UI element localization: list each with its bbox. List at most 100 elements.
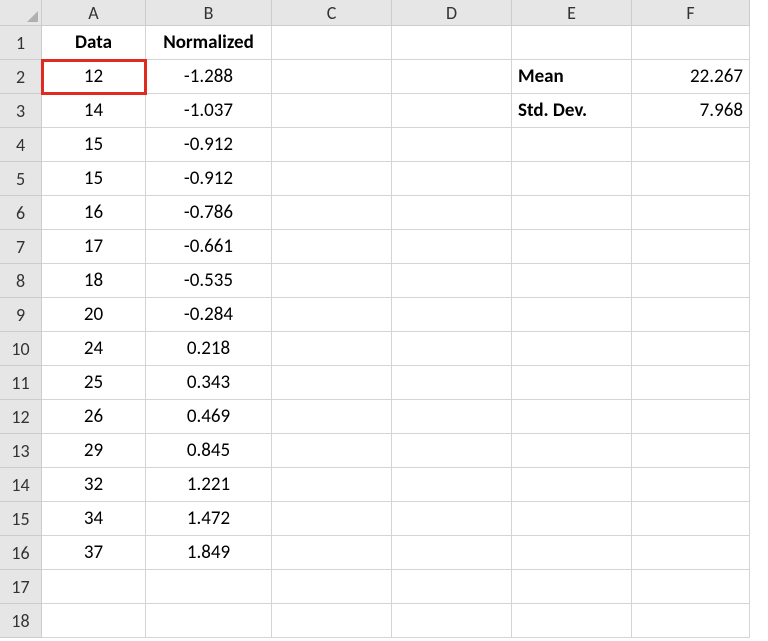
cell-C9[interactable] — [272, 298, 392, 332]
cell-B15[interactable]: 1.472 — [146, 502, 272, 536]
cell-D8[interactable] — [392, 264, 512, 298]
cell-C14[interactable] — [272, 468, 392, 502]
row-header-4[interactable]: 4 — [0, 128, 42, 162]
cell-E3[interactable]: Std. Dev. — [512, 94, 632, 128]
cell-D4[interactable] — [392, 128, 512, 162]
cell-E17[interactable] — [512, 570, 632, 604]
row-header-16[interactable]: 16 — [0, 536, 42, 570]
cell-B11[interactable]: 0.343 — [146, 366, 272, 400]
cell-F16[interactable] — [632, 536, 750, 570]
cell-C15[interactable] — [272, 502, 392, 536]
cell-D13[interactable] — [392, 434, 512, 468]
cell-A12[interactable]: 26 — [42, 400, 146, 434]
cell-B16[interactable]: 1.849 — [146, 536, 272, 570]
cell-D10[interactable] — [392, 332, 512, 366]
cell-F6[interactable] — [632, 196, 750, 230]
cell-F13[interactable] — [632, 434, 750, 468]
cell-D18[interactable] — [392, 604, 512, 638]
cell-C11[interactable] — [272, 366, 392, 400]
column-header-B[interactable]: B — [146, 0, 272, 26]
cell-E10[interactable] — [512, 332, 632, 366]
cell-F2[interactable]: 22.267 — [632, 60, 750, 94]
cell-C18[interactable] — [272, 604, 392, 638]
cell-F15[interactable] — [632, 502, 750, 536]
row-header-10[interactable]: 10 — [0, 332, 42, 366]
cell-E15[interactable] — [512, 502, 632, 536]
cell-B17[interactable] — [146, 570, 272, 604]
cell-A2[interactable]: 12 — [42, 60, 146, 94]
cell-A17[interactable] — [42, 570, 146, 604]
cell-E4[interactable] — [512, 128, 632, 162]
row-header-12[interactable]: 12 — [0, 400, 42, 434]
cell-A9[interactable]: 20 — [42, 298, 146, 332]
cell-B13[interactable]: 0.845 — [146, 434, 272, 468]
cell-F8[interactable] — [632, 264, 750, 298]
cell-A18[interactable] — [42, 604, 146, 638]
cell-D7[interactable] — [392, 230, 512, 264]
row-header-2[interactable]: 2 — [0, 60, 42, 94]
cell-C10[interactable] — [272, 332, 392, 366]
cell-A5[interactable]: 15 — [42, 162, 146, 196]
cell-D6[interactable] — [392, 196, 512, 230]
cell-D15[interactable] — [392, 502, 512, 536]
row-header-7[interactable]: 7 — [0, 230, 42, 264]
row-header-6[interactable]: 6 — [0, 196, 42, 230]
cell-E13[interactable] — [512, 434, 632, 468]
cell-A1[interactable]: Data — [42, 26, 146, 60]
cell-B9[interactable]: -0.284 — [146, 298, 272, 332]
cell-C13[interactable] — [272, 434, 392, 468]
cell-F4[interactable] — [632, 128, 750, 162]
cell-F12[interactable] — [632, 400, 750, 434]
cell-D12[interactable] — [392, 400, 512, 434]
cell-B10[interactable]: 0.218 — [146, 332, 272, 366]
row-header-15[interactable]: 15 — [0, 502, 42, 536]
cell-B2[interactable]: -1.288 — [146, 60, 272, 94]
cell-B8[interactable]: -0.535 — [146, 264, 272, 298]
cell-F3[interactable]: 7.968 — [632, 94, 750, 128]
cell-E12[interactable] — [512, 400, 632, 434]
cell-D16[interactable] — [392, 536, 512, 570]
cell-E1[interactable] — [512, 26, 632, 60]
spreadsheet-grid[interactable]: ABCDEF1DataNormalized212-1.288Mean22.267… — [0, 0, 750, 638]
cell-A4[interactable]: 15 — [42, 128, 146, 162]
cell-F9[interactable] — [632, 298, 750, 332]
cell-B3[interactable]: -1.037 — [146, 94, 272, 128]
cell-E11[interactable] — [512, 366, 632, 400]
cell-D3[interactable] — [392, 94, 512, 128]
cell-C12[interactable] — [272, 400, 392, 434]
column-header-A[interactable]: A — [42, 0, 146, 26]
cell-E5[interactable] — [512, 162, 632, 196]
row-header-3[interactable]: 3 — [0, 94, 42, 128]
cell-A11[interactable]: 25 — [42, 366, 146, 400]
cell-D5[interactable] — [392, 162, 512, 196]
cell-B14[interactable]: 1.221 — [146, 468, 272, 502]
cell-B18[interactable] — [146, 604, 272, 638]
cell-F5[interactable] — [632, 162, 750, 196]
cell-C8[interactable] — [272, 264, 392, 298]
row-header-13[interactable]: 13 — [0, 434, 42, 468]
cell-E8[interactable] — [512, 264, 632, 298]
cell-C7[interactable] — [272, 230, 392, 264]
cell-E2[interactable]: Mean — [512, 60, 632, 94]
cell-A16[interactable]: 37 — [42, 536, 146, 570]
cell-D14[interactable] — [392, 468, 512, 502]
cell-B12[interactable]: 0.469 — [146, 400, 272, 434]
cell-E9[interactable] — [512, 298, 632, 332]
cell-C1[interactable] — [272, 26, 392, 60]
cell-E14[interactable] — [512, 468, 632, 502]
cell-A7[interactable]: 17 — [42, 230, 146, 264]
column-header-C[interactable]: C — [272, 0, 392, 26]
cell-A10[interactable]: 24 — [42, 332, 146, 366]
cell-C6[interactable] — [272, 196, 392, 230]
cell-F1[interactable] — [632, 26, 750, 60]
cell-C2[interactable] — [272, 60, 392, 94]
cell-D17[interactable] — [392, 570, 512, 604]
cell-C5[interactable] — [272, 162, 392, 196]
cell-A15[interactable]: 34 — [42, 502, 146, 536]
cell-D11[interactable] — [392, 366, 512, 400]
cell-B4[interactable]: -0.912 — [146, 128, 272, 162]
cell-B5[interactable]: -0.912 — [146, 162, 272, 196]
cell-C4[interactable] — [272, 128, 392, 162]
row-header-8[interactable]: 8 — [0, 264, 42, 298]
row-header-11[interactable]: 11 — [0, 366, 42, 400]
